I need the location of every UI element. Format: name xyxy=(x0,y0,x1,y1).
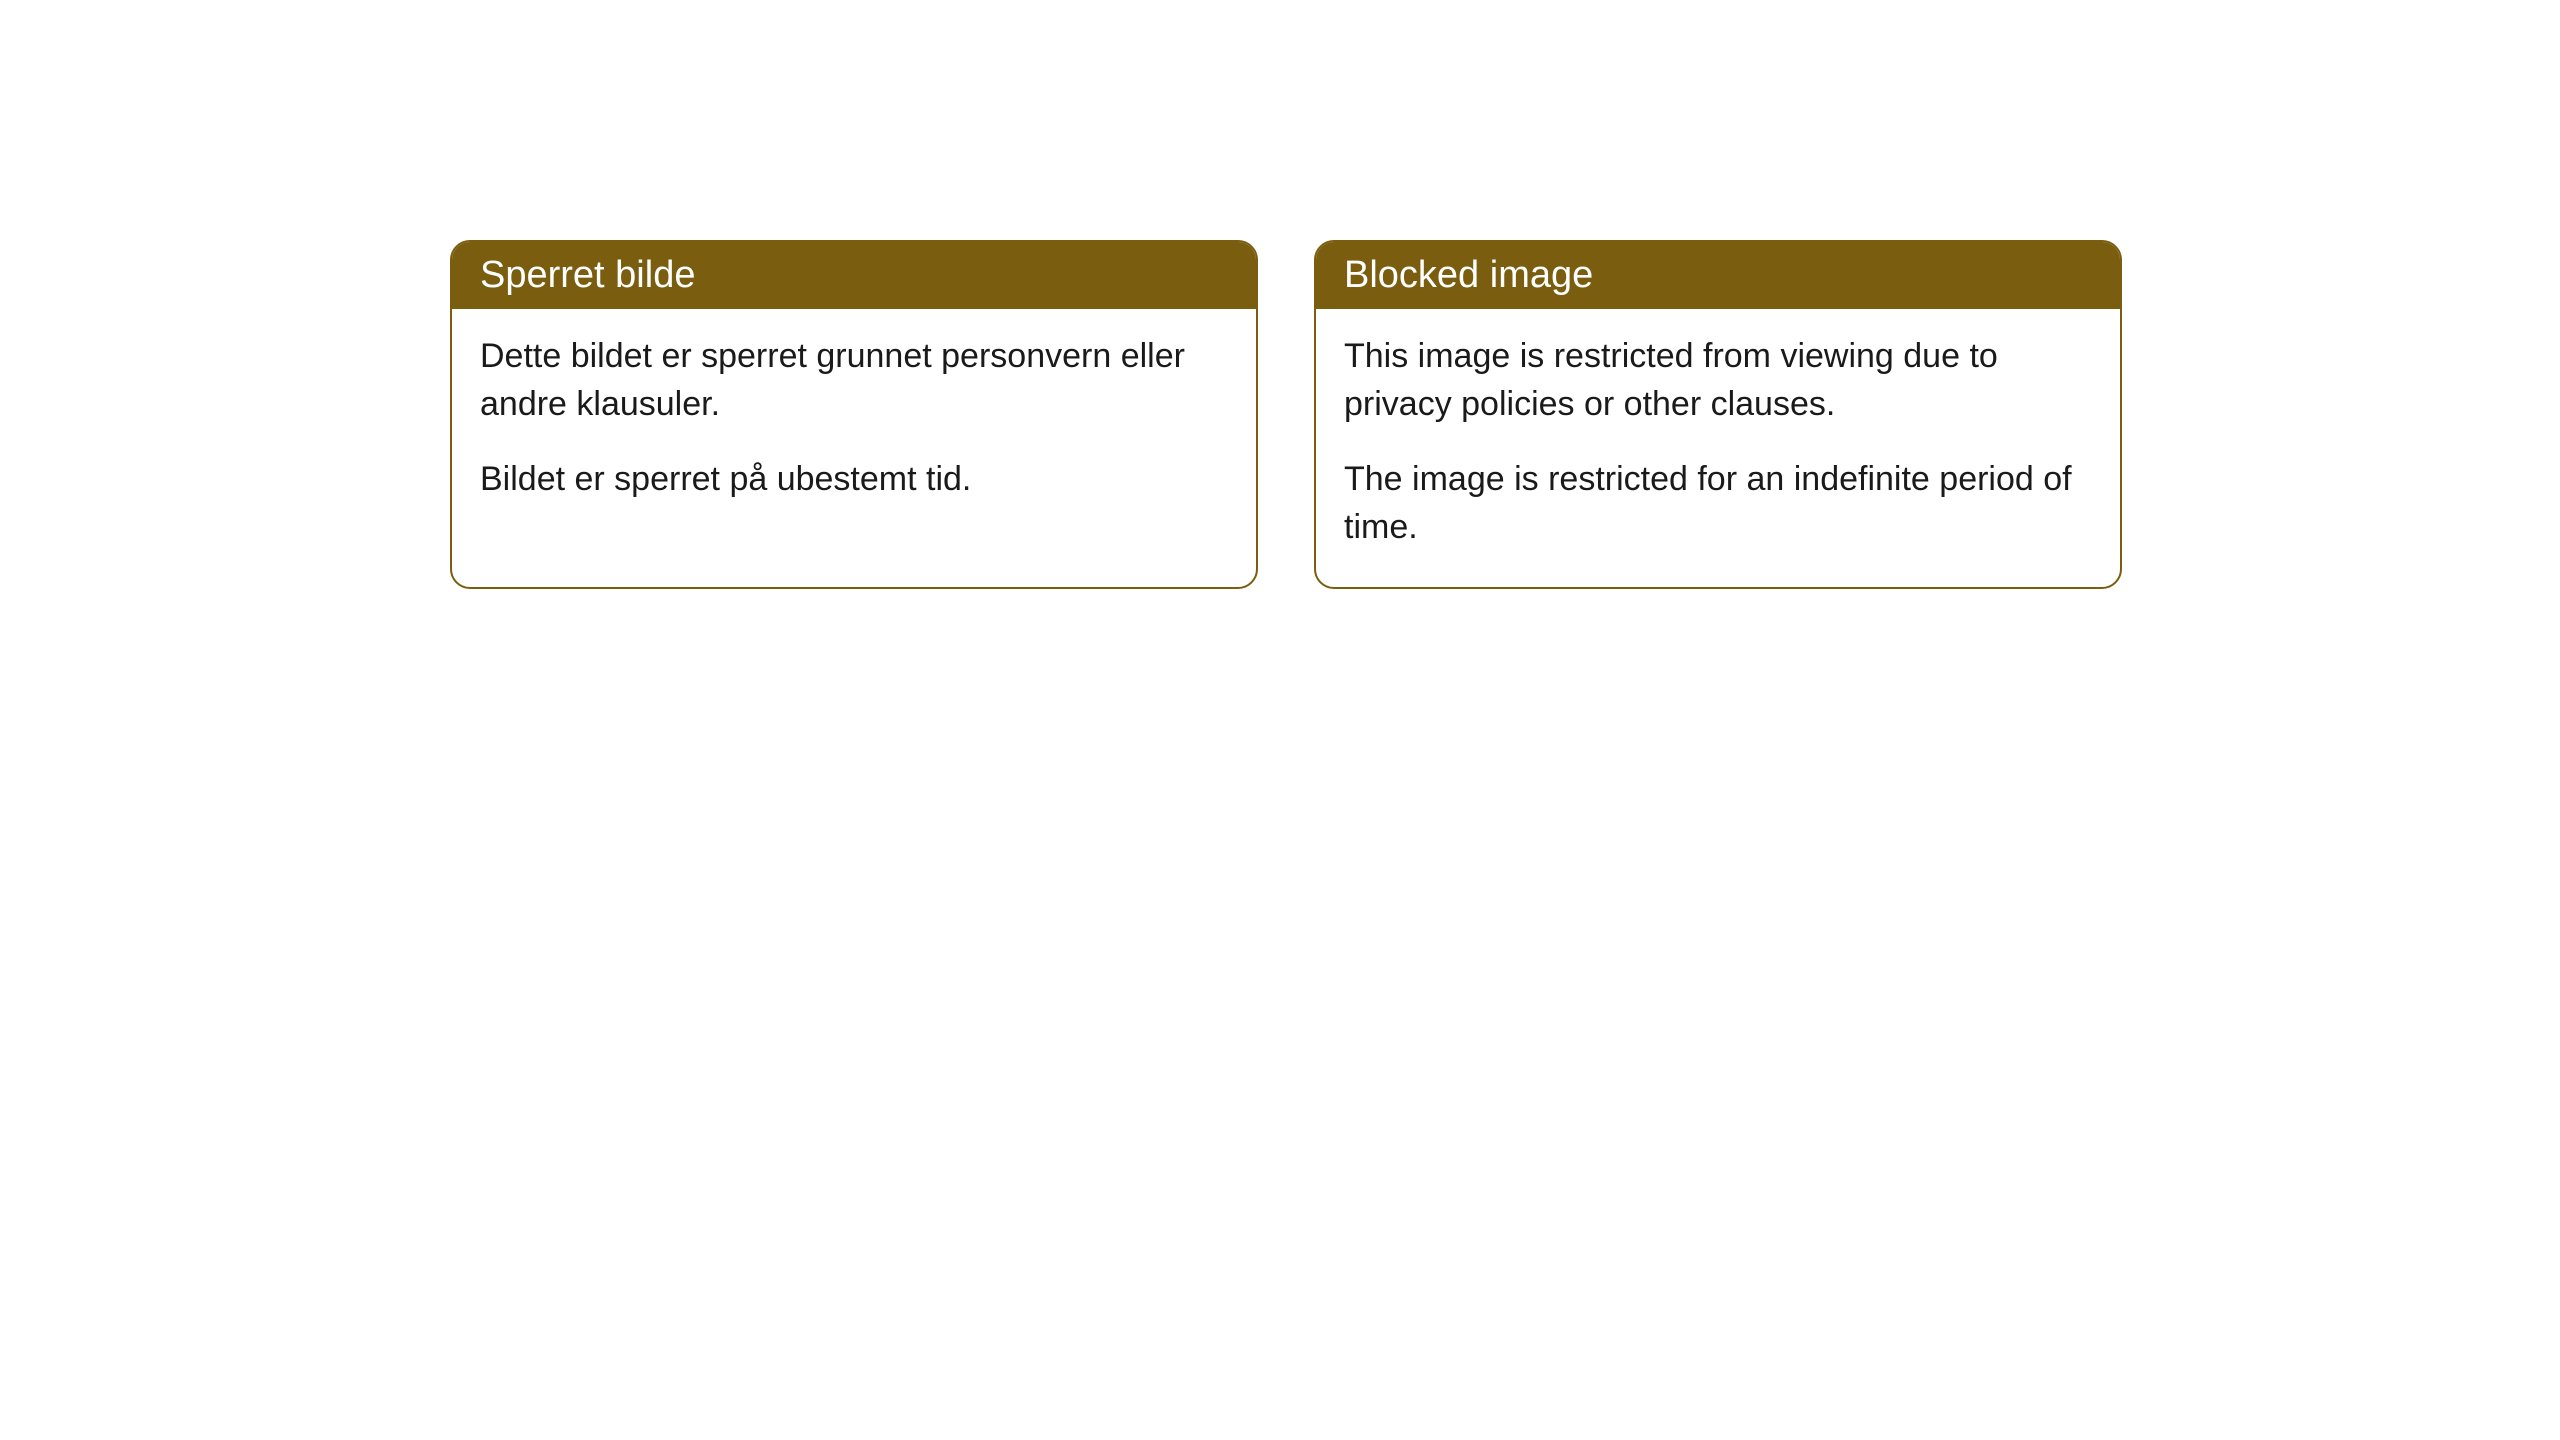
card-title-norwegian: Sperret bilde xyxy=(452,242,1256,309)
card-paragraph-1-norwegian: Dette bildet er sperret grunnet personve… xyxy=(480,333,1228,428)
blocked-image-card-norwegian: Sperret bilde Dette bildet er sperret gr… xyxy=(450,240,1258,589)
card-title-english: Blocked image xyxy=(1316,242,2120,309)
card-paragraph-2-norwegian: Bildet er sperret på ubestemt tid. xyxy=(480,456,1228,504)
notice-cards-container: Sperret bilde Dette bildet er sperret gr… xyxy=(450,240,2122,589)
card-paragraph-2-english: The image is restricted for an indefinit… xyxy=(1344,456,2092,551)
card-body-english: This image is restricted from viewing du… xyxy=(1316,309,2120,587)
card-body-norwegian: Dette bildet er sperret grunnet personve… xyxy=(452,309,1256,540)
card-paragraph-1-english: This image is restricted from viewing du… xyxy=(1344,333,2092,428)
blocked-image-card-english: Blocked image This image is restricted f… xyxy=(1314,240,2122,589)
